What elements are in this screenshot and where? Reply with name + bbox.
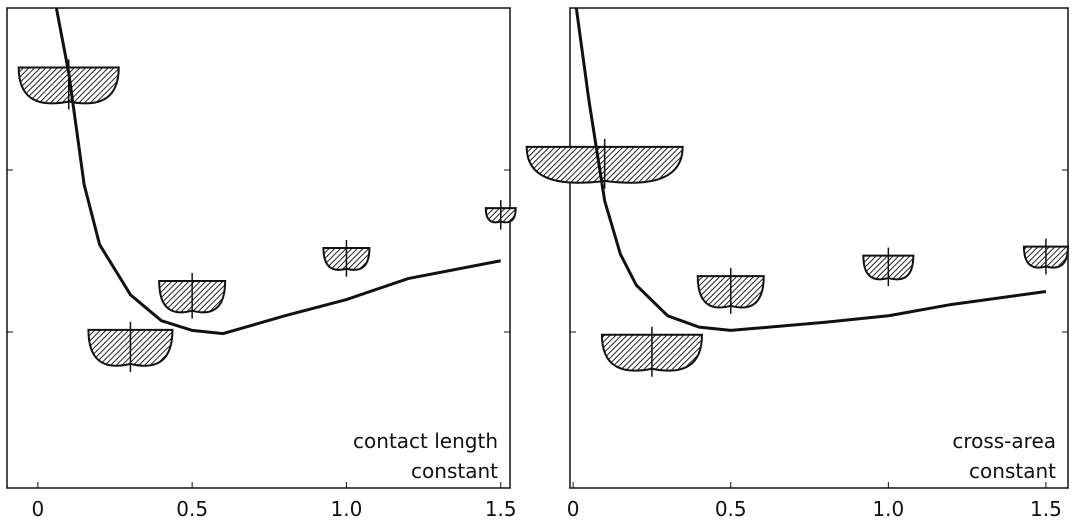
fit-curve: [574, 7, 1047, 332]
x-tick-label: 0.5: [715, 497, 747, 521]
x-tick-label: 0: [567, 497, 580, 521]
annotation: contact length: [353, 429, 498, 453]
x-tick-label: 1.5: [1030, 497, 1062, 521]
annotation: cross-area: [952, 429, 1056, 453]
plot-frame: [569, 7, 1069, 489]
x-tick-label: 1.5: [485, 497, 517, 521]
fit-curve: [54, 7, 502, 336]
plot-frame: [6, 7, 511, 489]
x-tick-label: 1.0: [872, 497, 904, 521]
x-tick-label: 1.0: [331, 497, 363, 521]
x-tick-label: 0.5: [176, 497, 208, 521]
annotation: constant: [969, 459, 1056, 483]
x-tick-label: 0: [31, 497, 44, 521]
annotation: constant: [411, 459, 498, 483]
